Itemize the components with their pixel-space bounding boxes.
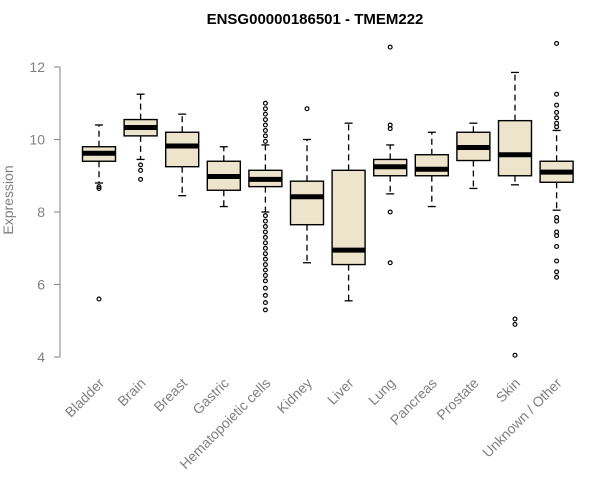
outlier-point — [262, 138, 268, 144]
box-breast — [164, 113, 200, 197]
outlier-point — [262, 251, 268, 257]
outlier-point — [262, 267, 268, 273]
y-tick-label: 8 — [37, 204, 45, 220]
y-tick-label: 12 — [29, 59, 45, 75]
outlier-point — [554, 258, 560, 264]
outlier-point — [387, 44, 393, 50]
outlier-point — [262, 229, 268, 235]
outlier-point — [138, 167, 144, 173]
boxes-group — [81, 40, 574, 358]
outlier-point — [262, 234, 268, 240]
outlier-point — [262, 106, 268, 112]
x-tick-label: Prostate — [433, 375, 481, 423]
outlier-point — [262, 240, 268, 246]
y-tick-label: 4 — [37, 349, 45, 365]
y-tick-label: 6 — [37, 277, 45, 293]
box-skin — [497, 71, 533, 358]
outlier-point — [96, 185, 102, 191]
outlier-point — [262, 292, 268, 298]
outlier-point — [554, 102, 560, 108]
outlier-point — [262, 213, 268, 219]
y-axis-label: Expression — [0, 165, 16, 234]
x-tick-label: Bladder — [62, 375, 108, 421]
outlier-point — [138, 162, 144, 168]
outlier-point — [262, 307, 268, 313]
outlier-point — [387, 209, 393, 215]
outlier-point — [262, 285, 268, 291]
box-iqr — [497, 119, 533, 177]
outlier-point — [96, 296, 102, 302]
outlier-point — [554, 91, 560, 97]
outlier-point — [262, 111, 268, 117]
outlier-point — [554, 218, 560, 224]
x-tick-label: Lung — [365, 375, 398, 408]
outlier-point — [262, 256, 268, 262]
y-axis: 4 6 8 10 12 — [29, 59, 61, 365]
outlier-point — [96, 184, 102, 190]
box-kidney — [289, 106, 325, 264]
outlier-point — [262, 127, 268, 133]
x-tick-label: Liver — [324, 375, 357, 408]
outlier-point — [512, 352, 518, 358]
outlier-point — [262, 224, 268, 230]
chart-title: ENSG00000186501 - TMEM222 — [207, 11, 424, 28]
outlier-point — [304, 106, 310, 112]
box-liver — [331, 122, 366, 302]
outlier-point — [262, 300, 268, 306]
outlier-point — [262, 278, 268, 284]
outlier-point — [262, 272, 268, 278]
outlier-point — [554, 233, 560, 239]
x-tick-label: Breast — [150, 375, 190, 415]
outlier-point — [138, 176, 144, 182]
box-bladder — [81, 124, 117, 302]
outlier-point — [262, 100, 268, 106]
outlier-point — [512, 316, 518, 322]
outlier-point — [554, 274, 560, 280]
x-tick-label: Kidney — [274, 375, 316, 417]
box-iqr — [164, 131, 200, 168]
outlier-point — [262, 122, 268, 128]
x-tick-label: Brain — [114, 375, 148, 409]
outlier-point — [512, 321, 518, 327]
outlier-point — [262, 262, 268, 268]
outlier-point — [387, 126, 393, 132]
outlier-point — [554, 40, 560, 46]
box-hematopoietic-cells — [248, 100, 283, 313]
outlier-point — [387, 260, 393, 266]
box-iqr — [289, 180, 325, 226]
outlier-point — [554, 109, 560, 115]
outlier-point — [262, 117, 268, 123]
outlier-point — [262, 245, 268, 251]
outlier-point — [262, 218, 268, 224]
outlier-point — [554, 115, 560, 121]
box-brain — [123, 93, 158, 182]
box-pancreas — [414, 131, 449, 208]
outlier-point — [262, 133, 268, 139]
box-iqr — [414, 154, 449, 177]
box-prostate — [456, 122, 491, 190]
outlier-point — [554, 124, 560, 130]
y-tick-label: 10 — [29, 132, 45, 148]
outlier-point — [554, 243, 560, 249]
box-unknown-other — [539, 40, 574, 280]
box-gastric — [206, 146, 242, 208]
outlier-point — [554, 269, 560, 275]
box-lung — [373, 44, 408, 266]
x-tick-label: Unknown / Other — [479, 375, 565, 461]
x-tick-label: Skin — [493, 375, 524, 406]
